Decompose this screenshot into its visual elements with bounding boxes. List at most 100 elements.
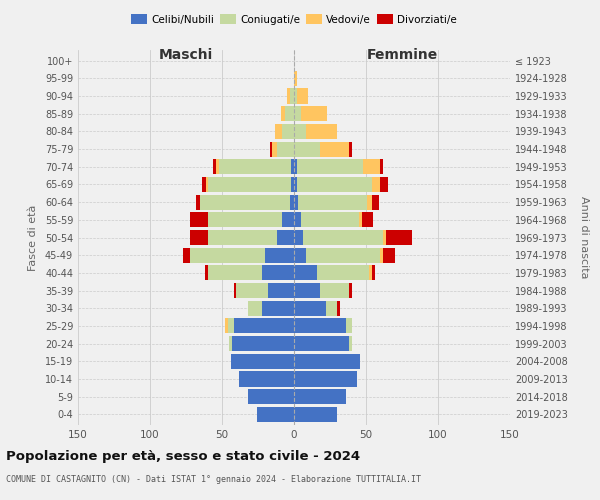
Bar (383, 248, 395, 262)
Bar (294, 283, 320, 298)
Bar (262, 266, 294, 280)
Bar (317, 266, 369, 280)
Bar (294, 106, 301, 121)
Bar (294, 159, 297, 174)
Y-axis label: Fasce di età: Fasce di età (28, 204, 38, 270)
Bar (257, 407, 294, 422)
Bar (196, 194, 200, 210)
Text: Femmine: Femmine (367, 48, 437, 62)
Bar (294, 336, 349, 351)
Bar (233, 283, 236, 298)
Bar (337, 300, 340, 316)
Text: COMUNE DI CASTAGNITO (CN) - Dati ISTAT 1° gennaio 2024 - Elaborazione TUTTITALIA: COMUNE DI CASTAGNITO (CN) - Dati ISTAT 1… (6, 475, 421, 484)
Bar (265, 248, 294, 262)
Bar (380, 177, 388, 192)
Bar (305, 248, 380, 262)
Bar (268, 283, 294, 298)
Bar (297, 88, 308, 104)
Bar (294, 88, 297, 104)
Bar (294, 212, 301, 228)
Bar (294, 230, 302, 245)
Bar (208, 177, 291, 192)
Bar (294, 354, 360, 369)
Bar (301, 212, 359, 228)
Bar (305, 124, 337, 139)
Bar (297, 177, 372, 192)
Bar (386, 230, 412, 245)
Bar (372, 266, 374, 280)
Bar (283, 124, 294, 139)
Bar (214, 159, 216, 174)
Bar (232, 336, 294, 351)
Bar (302, 230, 383, 245)
Text: Maschi: Maschi (159, 48, 213, 62)
Bar (230, 354, 294, 369)
Legend: Celibi/Nubili, Coniugati/e, Vedovi/e, Divorziati/e: Celibi/Nubili, Coniugati/e, Vedovi/e, Di… (127, 10, 461, 29)
Bar (190, 212, 208, 228)
Bar (205, 266, 208, 280)
Bar (228, 318, 233, 334)
Bar (301, 106, 327, 121)
Bar (277, 142, 294, 156)
Bar (287, 88, 290, 104)
Y-axis label: Anni di nascita: Anni di nascita (579, 196, 589, 279)
Bar (367, 194, 372, 210)
Bar (283, 212, 294, 228)
Bar (281, 106, 286, 121)
Bar (239, 372, 294, 386)
Bar (380, 159, 383, 174)
Bar (294, 71, 297, 86)
Bar (200, 194, 290, 210)
Bar (219, 159, 291, 174)
Bar (294, 318, 346, 334)
Bar (349, 142, 352, 156)
Bar (362, 212, 373, 228)
Text: Popolazione per età, sesso e stato civile - 2024: Popolazione per età, sesso e stato civil… (6, 450, 360, 463)
Bar (294, 389, 346, 404)
Bar (229, 336, 232, 351)
Bar (202, 177, 206, 192)
Bar (277, 230, 294, 245)
Bar (359, 212, 362, 228)
Bar (286, 106, 294, 121)
Bar (349, 283, 352, 298)
Bar (248, 300, 262, 316)
Bar (369, 266, 372, 280)
Bar (326, 300, 337, 316)
Bar (297, 159, 363, 174)
Bar (291, 159, 294, 174)
Bar (216, 159, 219, 174)
Bar (372, 194, 379, 210)
Bar (294, 177, 297, 192)
Bar (236, 283, 268, 298)
Bar (291, 177, 294, 192)
Bar (298, 194, 367, 210)
Bar (320, 283, 349, 298)
Bar (294, 372, 358, 386)
Bar (208, 230, 277, 245)
Bar (294, 124, 305, 139)
Bar (208, 266, 262, 280)
Bar (290, 194, 294, 210)
Bar (183, 248, 190, 262)
Bar (290, 88, 294, 104)
Bar (294, 248, 305, 262)
Bar (294, 194, 298, 210)
Bar (363, 159, 380, 174)
Bar (275, 124, 283, 139)
Bar (233, 318, 294, 334)
Bar (349, 336, 352, 351)
Bar (294, 266, 317, 280)
Bar (248, 389, 294, 404)
Bar (272, 142, 277, 156)
Bar (320, 142, 349, 156)
Bar (346, 318, 352, 334)
Bar (190, 248, 265, 262)
Bar (206, 177, 208, 192)
Bar (380, 248, 383, 262)
Bar (269, 142, 272, 156)
Bar (208, 212, 283, 228)
Bar (262, 300, 294, 316)
Bar (294, 300, 326, 316)
Bar (294, 142, 320, 156)
